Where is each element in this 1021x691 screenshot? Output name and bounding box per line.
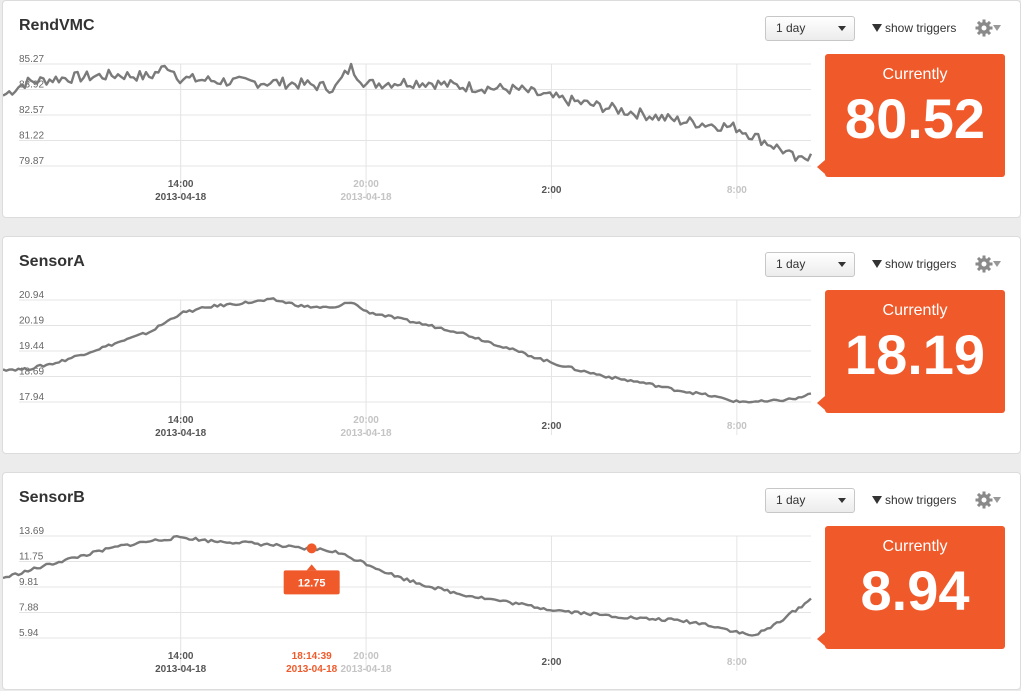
x-tick-label: 2:00: [541, 185, 561, 196]
triangle-down-icon: [872, 260, 882, 268]
show-triggers-label: show triggers: [885, 493, 957, 507]
current-label: Currently: [882, 302, 948, 319]
line-chart: 85.27 83.92 82.57 81.22 79.87 14:00 2013-04-18…: [3, 54, 813, 203]
chevron-down-icon: [838, 498, 846, 503]
time-range-value: 1 day: [776, 257, 806, 271]
x-tick-date: 2013-04-18: [155, 192, 207, 203]
series-line: [3, 297, 812, 404]
triangle-down-icon: [872, 496, 882, 504]
x-tick-date: 2013-04-18: [340, 428, 392, 439]
x-tick-label: 20:00: [353, 415, 379, 426]
widget-panel: RendVMC 1 day show triggers Curre: [2, 0, 1021, 218]
tooltip-time: 18:14:39: [292, 651, 332, 662]
tooltip-value: 12.75: [298, 577, 326, 589]
x-tick-label: 2:00: [541, 421, 561, 432]
time-range-value: 1 day: [776, 21, 806, 35]
y-tick-label: 85.27: [19, 54, 44, 65]
gear-menu-caret-icon[interactable]: [993, 261, 1001, 267]
x-tick-date: 2013-04-18: [340, 192, 392, 203]
show-triggers-toggle[interactable]: show triggers: [872, 257, 956, 271]
line-chart: 20.94 20.19 19.44 18.69 17.94 14:00 2013-04-18…: [3, 290, 812, 439]
show-triggers-toggle[interactable]: show triggers: [872, 493, 956, 507]
widget-panel: SensorA 1 day show triggers Curre: [2, 236, 1021, 454]
y-tick-label: 82.57: [19, 105, 44, 116]
time-range-value: 1 day: [776, 493, 806, 507]
gear-icon[interactable]: [975, 491, 993, 509]
current-value: 8.94: [860, 559, 970, 622]
show-triggers-label: show triggers: [885, 21, 957, 35]
y-tick-label: 19.44: [19, 341, 44, 352]
x-tick-label: 8:00: [727, 421, 747, 432]
x-tick-date: 2013-04-18: [155, 664, 207, 675]
x-tick-label: 14:00: [168, 179, 194, 190]
current-label: Currently: [882, 538, 948, 555]
widget-title: SensorB: [19, 489, 85, 506]
y-tick-label: 13.69: [19, 526, 44, 537]
y-tick-label: 81.22: [19, 131, 44, 142]
y-tick-label: 20.19: [19, 316, 44, 327]
y-tick-label: 83.92: [19, 80, 44, 91]
x-tick-date: 2013-04-18: [155, 428, 207, 439]
y-tick-label: 9.81: [19, 577, 39, 588]
time-range-select[interactable]: 1 day: [765, 16, 855, 41]
widget-title: SensorA: [19, 253, 85, 270]
tooltip-box: [283, 570, 340, 595]
y-tick-label: 20.94: [19, 290, 44, 301]
chevron-down-icon: [838, 26, 846, 31]
hover-point[interactable]: [306, 543, 317, 554]
gear-menu-caret-icon[interactable]: [993, 497, 1001, 503]
chevron-down-icon: [838, 262, 846, 267]
gear-menu-caret-icon[interactable]: [993, 25, 1001, 31]
series-line: [3, 535, 812, 637]
current-value: 18.19: [844, 323, 986, 386]
show-triggers-label: show triggers: [885, 257, 957, 271]
widget-title: RendVMC: [19, 17, 95, 34]
triangle-down-icon: [872, 24, 882, 32]
line-chart: 13.69 11.75 9.81 7.88 5.94 14:00 2013-04-18 20:…: [3, 526, 812, 675]
series-line: [3, 62, 813, 162]
y-tick-label: 11.75: [19, 552, 44, 563]
current-value-box: Currently 8.94: [817, 526, 1005, 649]
time-range-select[interactable]: 1 day: [765, 252, 855, 277]
current-value-box: Currently 18.19: [817, 290, 1005, 413]
y-tick-label: 17.94: [19, 392, 44, 403]
time-range-select[interactable]: 1 day: [765, 488, 855, 513]
tooltip-pointer: [306, 564, 317, 571]
x-tick-label: 20:00: [353, 651, 379, 662]
current-value-box: Currently 80.52: [817, 54, 1005, 177]
widget-panel: SensorB 1 day show triggers Curre: [2, 472, 1021, 690]
y-tick-label: 18.69: [19, 367, 44, 378]
y-tick-label: 7.88: [19, 603, 39, 614]
gear-icon[interactable]: [975, 19, 993, 37]
x-tick-label: 20:00: [353, 179, 379, 190]
tooltip-date: 2013-04-18: [286, 664, 338, 675]
x-tick-label: 2:00: [541, 657, 561, 668]
x-tick-label: 14:00: [168, 651, 194, 662]
current-value: 80.52: [844, 87, 986, 150]
x-tick-label: 8:00: [727, 185, 747, 196]
current-label: Currently: [882, 66, 948, 83]
x-tick-label: 8:00: [727, 657, 747, 668]
y-tick-label: 5.94: [19, 628, 39, 639]
gear-icon[interactable]: [975, 255, 993, 273]
show-triggers-toggle[interactable]: show triggers: [872, 21, 956, 35]
y-tick-label: 79.87: [19, 156, 44, 167]
x-tick-date: 2013-04-18: [340, 664, 392, 675]
x-tick-label: 14:00: [168, 415, 194, 426]
